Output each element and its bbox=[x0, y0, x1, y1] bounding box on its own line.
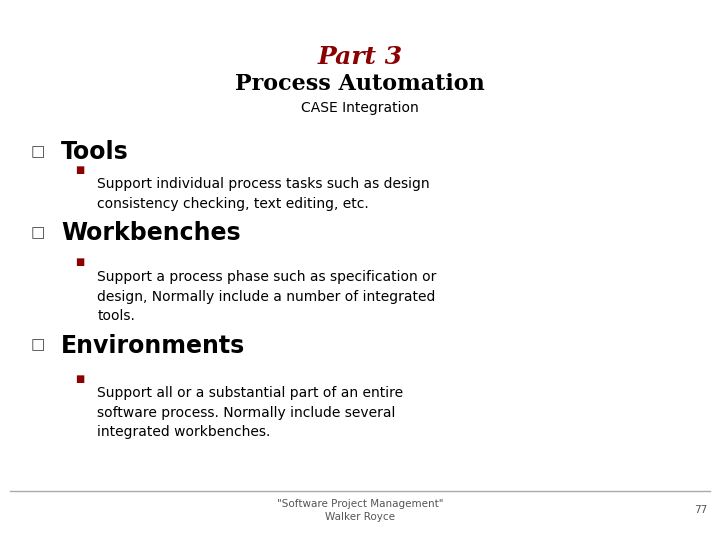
Text: Tools: Tools bbox=[61, 140, 129, 164]
Text: Workbenches: Workbenches bbox=[61, 221, 240, 245]
Text: "Software Project Management"
Walker Royce: "Software Project Management" Walker Roy… bbox=[276, 499, 444, 522]
Text: ■: ■ bbox=[76, 259, 85, 267]
Text: □: □ bbox=[30, 145, 45, 159]
Text: CASE Integration: CASE Integration bbox=[301, 101, 419, 115]
Text: 77: 77 bbox=[695, 505, 708, 515]
Text: Support individual process tasks such as design
consistency checking, text editi: Support individual process tasks such as… bbox=[97, 177, 430, 211]
Text: □: □ bbox=[30, 339, 45, 353]
Text: Process Automation: Process Automation bbox=[235, 73, 485, 94]
Text: ■: ■ bbox=[76, 375, 85, 383]
Text: Support all or a substantial part of an entire
software process. Normally includ: Support all or a substantial part of an … bbox=[97, 386, 403, 439]
Text: Part 3: Part 3 bbox=[318, 45, 402, 69]
Text: ■: ■ bbox=[76, 166, 85, 174]
Text: Support a process phase such as specification or
design, Normally include a numb: Support a process phase such as specific… bbox=[97, 270, 436, 323]
Text: □: □ bbox=[30, 226, 45, 240]
Text: Environments: Environments bbox=[61, 334, 246, 357]
